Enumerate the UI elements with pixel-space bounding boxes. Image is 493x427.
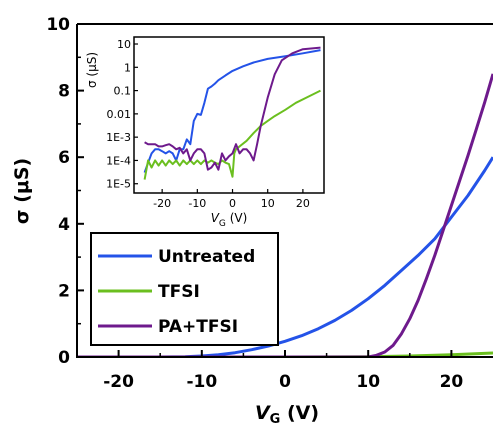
inset-chart: 1E-5 1E-4 1E-3 0.01 0.1 1 10 -20 -10 0 10 20 VG (V) σ… [85, 36, 325, 229]
inset-series-line-pa-tfsi [144, 46, 321, 171]
inset-series-line-untreated [143, 49, 321, 173]
inset-x-tick-label: 20 [296, 197, 310, 210]
inset-x-tick-label: 10 [261, 197, 275, 210]
y-tick-label: 2 [58, 281, 70, 301]
x-tick-label: -10 [186, 372, 217, 392]
inset-y-tick-label: 0.01 [107, 108, 132, 121]
inset-x-tick-label: -10 [188, 197, 206, 210]
x-axis-label-unit: (V) [280, 402, 319, 424]
inset-y-tick-label: 1E-5 [106, 178, 131, 191]
inset-y-tick-label: 1E-4 [106, 154, 131, 167]
inset-x-tick-label: -20 [153, 197, 171, 210]
inset-y-tick-label: 1E-3 [106, 131, 131, 144]
y-tick-label: 6 [58, 148, 70, 168]
inset-y-tick-label: 10 [117, 38, 131, 51]
y-axis-label: σ (μS) [11, 158, 33, 224]
legend-label: Untreated [158, 247, 255, 267]
y-tick-label: 0 [58, 348, 70, 368]
inset-y-axis-label: σ (μS) [85, 52, 99, 88]
y-tick-label: 10 [46, 15, 70, 35]
y-tick-label: 4 [58, 215, 70, 235]
x-tick-label: -20 [103, 372, 134, 392]
x-tick-label: 10 [356, 372, 380, 392]
x-axis-label-subscript: G [270, 412, 281, 427]
x-axis-label: VG (V) [255, 402, 319, 427]
x-tick-label: 0 [279, 372, 291, 392]
legend-label: PA+TFSI [158, 317, 238, 337]
inset-x-axis-label-subscript: G [219, 219, 226, 229]
inset-y-tick-label: 1 [124, 61, 131, 74]
inset-x-axis-label: VG (V) [211, 211, 248, 229]
x-tick-label: 20 [440, 372, 464, 392]
inset-series [143, 46, 321, 180]
inset-x-tick-label: 0 [229, 197, 236, 210]
legend: Untreated TFSI PA+TFSI [90, 232, 279, 346]
inset-y-tick-label: 0.1 [114, 85, 132, 98]
x-axis-label-symbol: V [255, 402, 271, 424]
inset-x-axis-label-symbol: V [211, 211, 220, 225]
inset-frame [133, 36, 325, 194]
legend-label: TFSI [158, 282, 200, 302]
series-line-pa-tfsi [77, 73, 493, 357]
inset-x-axis-label-unit: (V) [226, 211, 247, 225]
y-tick-label: 8 [58, 82, 70, 102]
